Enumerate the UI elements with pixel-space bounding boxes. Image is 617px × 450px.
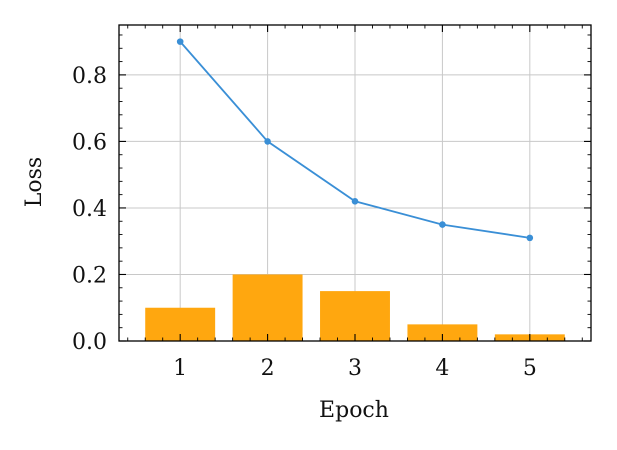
bar-epoch-2 [232,274,303,341]
y-tick-label-3: 0.4 [72,197,107,222]
x-axis-label: Epoch [319,398,389,423]
tick-marks [119,25,591,342]
y-tick-label-5: 0.8 [72,64,107,89]
x-tick-label-5: 5 [523,356,537,381]
y-tick-label-4: 0.6 [72,130,107,155]
x-tick-label-4: 4 [435,356,449,381]
y-tick-label-2: 0.2 [72,263,107,288]
bar-epoch-4 [407,324,478,341]
x-tick-label-3: 3 [348,356,362,381]
line-point-epoch-1 [176,38,184,45]
y-tick-label-1: 0.0 [72,330,107,355]
line-series [176,38,534,242]
bar-series [145,274,565,341]
line-point-epoch-4 [439,221,446,228]
x-tick-label-2: 2 [261,356,275,381]
x-tick-labels: 1 2 3 4 5 [173,356,537,381]
y-axis-label: Loss [22,157,47,207]
y-tick-labels: 0.0 0.2 0.4 0.6 0.8 [72,64,107,355]
bar-epoch-3 [320,291,390,341]
line-point-epoch-3 [351,197,359,205]
x-tick-label-1: 1 [173,356,187,381]
line-point-epoch-2 [264,138,271,145]
line-point-epoch-5 [526,234,534,242]
